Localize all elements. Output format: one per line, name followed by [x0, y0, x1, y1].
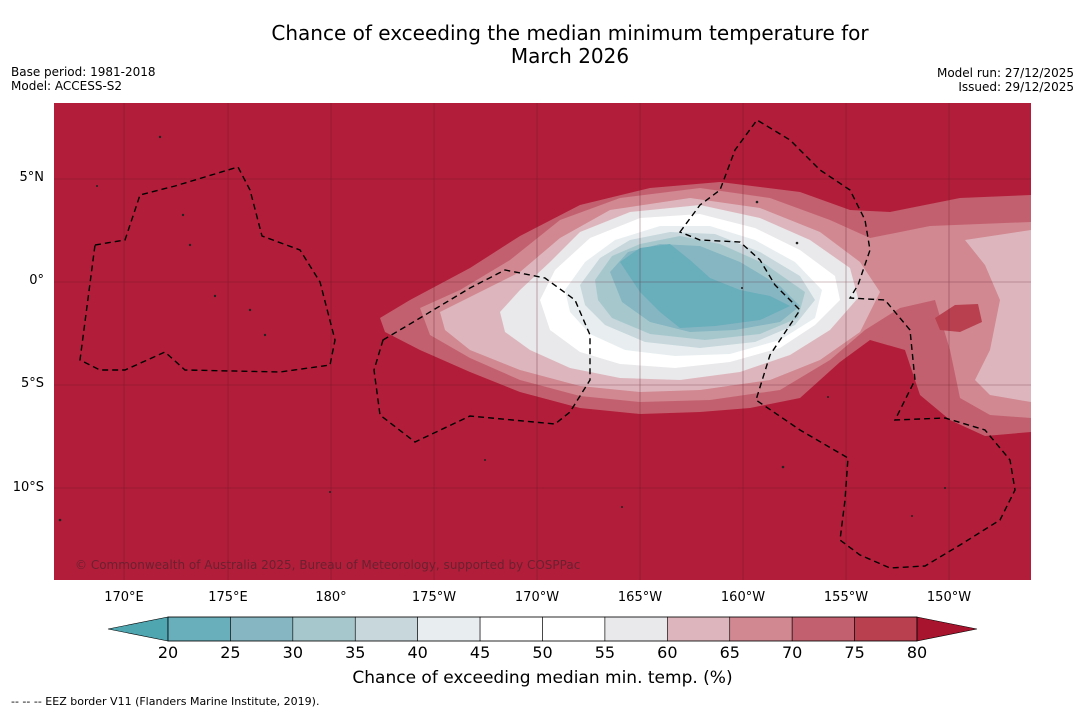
map-title: Chance of exceeding the median minimum t… — [0, 22, 1085, 68]
eez-legend: -- -- -- EEZ border V11 (Flanders Marine… — [11, 695, 320, 708]
colorbar-tick-label: 65 — [719, 643, 740, 662]
colorbar-segment — [354, 616, 418, 642]
colorbar-frame — [167, 616, 918, 642]
colorbar-segment — [230, 616, 294, 642]
colorbar-tick-label: 70 — [781, 643, 803, 662]
lat-label-5s: 5°S — [20, 376, 44, 391]
core-high-east — [935, 304, 982, 332]
colorbar-low-end — [107, 616, 169, 642]
gridlines — [54, 103, 1031, 580]
colorbar-segment — [167, 616, 231, 642]
base-period: Base period: 1981-2018 — [11, 65, 156, 79]
colorbar-segment — [292, 616, 356, 642]
base-info: Base period: 1981-2018 Model: ACCESS-S2 — [11, 65, 156, 93]
colorbar-high-end — [916, 616, 978, 642]
eez-borders — [79, 119, 1016, 569]
lon-label-155w: 155°W — [823, 590, 869, 605]
map-field — [54, 103, 1031, 580]
lon-label-170w: 170°W — [514, 590, 560, 605]
run-info: Model run: 27/12/2025 Issued: 29/12/2025 — [937, 66, 1074, 94]
eez-tokelau-phoenix — [373, 269, 591, 443]
islands — [58, 135, 946, 522]
colorbar-segment — [729, 616, 793, 642]
colorbar-tick-label: 50 — [532, 643, 553, 662]
colorbar-segment — [854, 616, 918, 642]
colorbar-tick-label: 30 — [282, 643, 303, 662]
colorbar-segments — [167, 616, 918, 642]
colorbar-tick-label: 20 — [157, 643, 179, 662]
colorbar-tick-label: 55 — [594, 643, 616, 662]
map-title-line-2: March 2026 — [510, 44, 630, 68]
colorbar-segment — [667, 616, 731, 642]
lat-label-0: 0° — [29, 273, 44, 288]
colorbar-segment — [542, 616, 606, 642]
colorbar-segment — [417, 616, 481, 642]
eez-line-islands — [678, 119, 1016, 569]
model-name: Model: ACCESS-S2 — [11, 79, 123, 93]
lon-label-170e: 170°E — [104, 590, 144, 605]
lon-label-175w: 175°W — [411, 590, 457, 605]
colorbar — [107, 616, 978, 642]
colorbar-tick-label: 75 — [844, 643, 865, 662]
lon-label-165w: 165°W — [617, 590, 663, 605]
lon-label-180: 180° — [315, 590, 347, 605]
colorbar-tick-label: 45 — [469, 643, 491, 662]
colorbar-tick-label: 40 — [407, 643, 428, 662]
colorbar-tick-label: 25 — [220, 643, 241, 662]
colorbar-title: Chance of exceeding median min. temp. (%… — [352, 668, 733, 688]
issued-date: Issued: 29/12/2025 — [958, 80, 1074, 94]
lat-label-5n: 5°N — [19, 170, 45, 185]
model-run: Model run: 27/12/2025 — [936, 66, 1074, 80]
lon-label-175e: 175°E — [208, 590, 248, 605]
colorbar-segment — [479, 616, 543, 642]
lat-label-10s: 10°S — [12, 480, 44, 495]
colorbar-tick-label: 80 — [906, 643, 928, 662]
copyright-notice: © Commonwealth of Australia 2025, Bureau… — [75, 558, 581, 572]
lon-label-150w: 150°W — [926, 590, 972, 605]
eez-tuvalu — [79, 166, 336, 373]
map-title-line-1: Chance of exceeding the median minimum t… — [271, 21, 869, 45]
band-20 — [620, 244, 790, 328]
lon-label-160w: 160°W — [720, 590, 766, 605]
colorbar-segment — [791, 616, 855, 642]
colorbar-segment — [604, 616, 668, 642]
band-65-east — [965, 230, 1031, 402]
colorbar-tick-label: 60 — [657, 643, 678, 662]
colorbar-tick-label: 35 — [345, 643, 366, 662]
